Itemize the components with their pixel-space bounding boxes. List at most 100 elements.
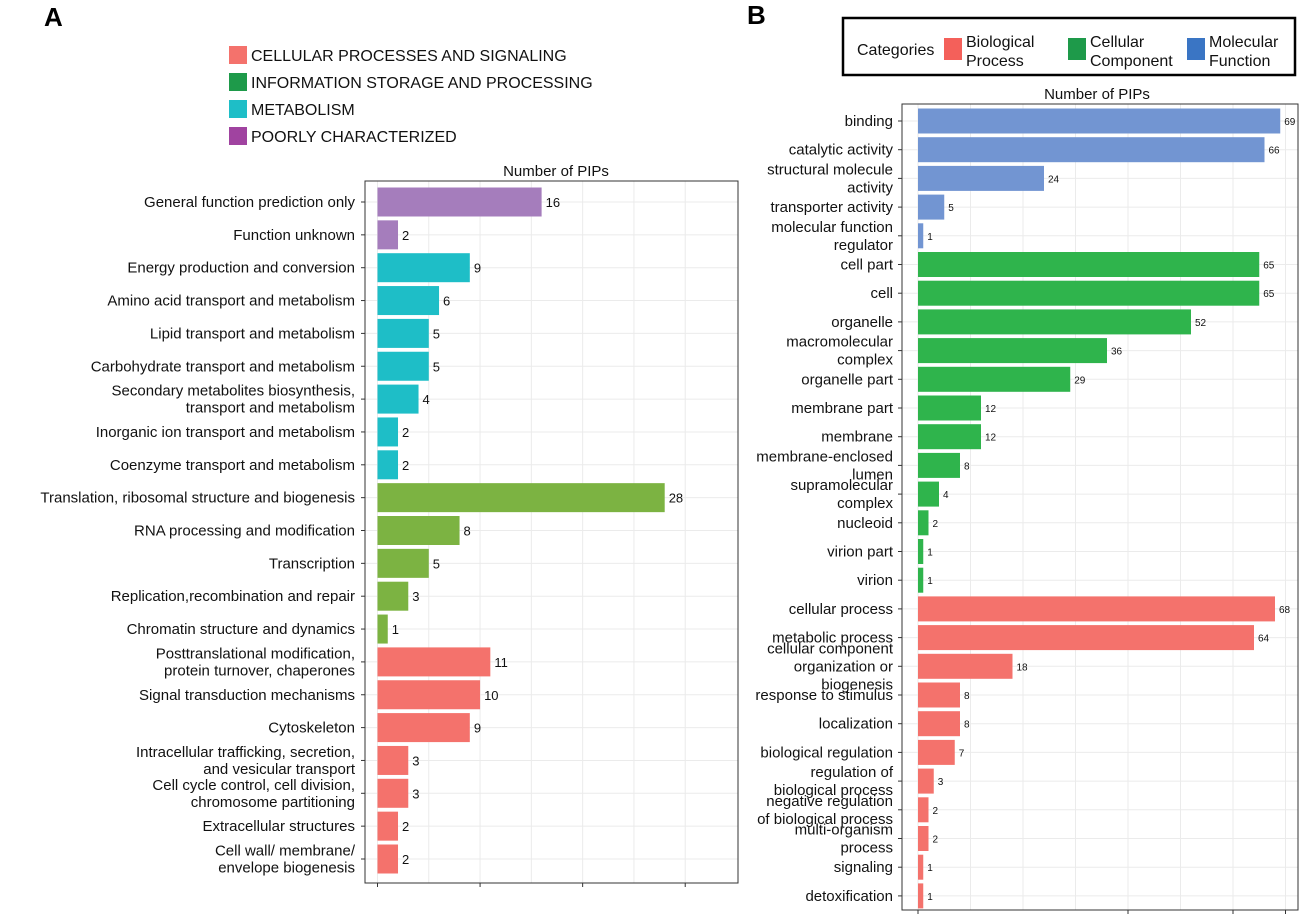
chart-a-bar-cell-cycle-control-cell-division-chromosome-partitioning xyxy=(377,778,409,808)
chart-b-label-macromolecular-complex: macromolecular complex xyxy=(786,334,893,369)
chart-b-bar-cell-part xyxy=(918,252,1260,277)
chart-b-label-signaling: signaling xyxy=(834,859,893,876)
chart-b-value-molecular-function-regulator: 1 xyxy=(927,232,933,243)
chart-b-bar-metabolic-process xyxy=(918,625,1254,651)
chart-b-bar-nucleoid xyxy=(918,510,929,536)
chart-b-label-organelle-part: organelle part xyxy=(801,371,894,388)
chart-b-bar-binding xyxy=(918,108,1281,134)
chart-a-value-intracellular-trafficking-secretion-and-vesicular-transport: 3 xyxy=(412,753,419,768)
chart-a-bar-carbohydrate-transport-and-metabolism xyxy=(377,351,429,381)
chart-b-value-signaling: 1 xyxy=(927,863,933,874)
chart-b-value-nucleoid: 2 xyxy=(933,519,939,530)
chart-b-label-cell-part: cell part xyxy=(840,257,893,274)
chart-a-bar-extracellular-structures xyxy=(377,811,399,841)
chart-b-value-binding: 69 xyxy=(1284,117,1296,128)
chart-b-label-molecular-function-regulator: molecular function regulator xyxy=(771,219,893,254)
chart-b-bar-multi-organism-process xyxy=(918,826,929,851)
chart-b-label-membrane-enclosed-lumen: membrane-enclosed lumen xyxy=(756,448,893,483)
chart-a-label-intracellular-trafficking-secretion-and-vesicular-transport: Intracellular trafficking, secretion, and… xyxy=(136,744,356,778)
chart-b-value-cell-part: 65 xyxy=(1263,261,1275,272)
chart-b-bar-macromolecular-complex xyxy=(918,338,1107,364)
chart-b-label-cellular-component-organization-or-biogenesis: cellular component organization or biogene… xyxy=(767,640,894,693)
chart-a-bar-intracellular-trafficking-secretion-and-vesicular-transport xyxy=(377,745,409,775)
chart-b-value-macromolecular-complex: 36 xyxy=(1111,347,1123,358)
chart-a-bar-lipid-transport-and-metabolism xyxy=(377,318,429,348)
chart-a-label-cytoskeleton: Cytoskeleton xyxy=(268,720,355,737)
chart-b-value-supramolecular-complex: 4 xyxy=(943,490,949,501)
chart-a-bar-general-function-prediction-only xyxy=(377,187,542,217)
chart-a-bar-cell-wall-membrane-envelope-biogenesis xyxy=(377,844,399,874)
chart-a-value-signal-transduction-mechanisms: 10 xyxy=(484,688,498,703)
chart-b-label-metabolic-process: metabolic process xyxy=(772,630,893,647)
chart-b-bar-catalytic-activity xyxy=(918,137,1265,163)
chart-b-bar-cell xyxy=(918,280,1260,306)
chart-a-value-general-function-prediction-only: 16 xyxy=(546,195,560,210)
chart-b-value-cellular-process: 68 xyxy=(1279,605,1291,616)
chart-a-bar-function-unknown xyxy=(377,220,399,250)
chart-a-label-inorganic-ion-transport-and-metabolism: Inorganic ion transport and metabolism xyxy=(96,424,355,441)
chart-a-label-energy-production-and-conversion: Energy production and conversion xyxy=(127,260,355,277)
chart-b-value-metabolic-process: 64 xyxy=(1258,634,1270,645)
chart-a-value-replication-recombination-and-repair: 3 xyxy=(412,589,419,604)
chart-a-label-lipid-transport-and-metabolism: Lipid transport and metabolism xyxy=(150,325,355,342)
legend-b-title: Categories xyxy=(857,42,934,59)
chart-b-bar-transporter-activity xyxy=(918,194,945,220)
chart-b-value-organelle-part: 29 xyxy=(1074,375,1086,386)
chart-b-label-membrane-part: membrane part xyxy=(791,400,894,417)
chart-b-bar-structural-molecule-activity xyxy=(918,165,1044,191)
legend-b-swatch-molecular-function xyxy=(1187,38,1205,60)
legend-b-swatch-biological-process xyxy=(944,38,962,60)
chart-b-bar-virion xyxy=(918,567,924,593)
panel-label-a: A xyxy=(44,2,63,32)
chart-b: Number of PIPs 6966245165655236291212842… xyxy=(755,86,1299,914)
chart-a-value-function-unknown: 2 xyxy=(402,228,409,243)
chart-a-label-amino-acid-transport-and-metabolism: Amino acid transport and metabolism xyxy=(107,293,355,310)
chart-a-bar-rna-processing-and-modification xyxy=(377,516,460,545)
chart-a-bar-secondary-metabolites-biosynthesis-transport-and-metabolism xyxy=(377,384,419,414)
chart-b-bar-cellular-process xyxy=(918,596,1275,622)
legend-a-label-information-storage-and-processing: INFORMATION STORAGE AND PROCESSING xyxy=(251,75,593,92)
chart-b-value-detoxification: 1 xyxy=(927,892,933,903)
chart-b-bar-regulation-of-biological-process xyxy=(918,768,934,794)
chart-b-value-virion: 1 xyxy=(927,576,933,587)
chart-b-value-negative-regulation-of-biological-process: 2 xyxy=(933,806,939,817)
chart-a-value-carbohydrate-transport-and-metabolism: 5 xyxy=(433,359,440,374)
chart-a-bar-posttranslational-modification-protein-turnover-chaperones xyxy=(377,647,491,677)
chart-b-label-structural-molecule-activity: structural molecule activity xyxy=(767,161,893,196)
chart-a-bar-coenzyme-transport-and-metabolism xyxy=(377,450,399,480)
chart-b-value-response-to-stimulus: 8 xyxy=(964,691,970,702)
chart-b-bar-response-to-stimulus xyxy=(918,682,960,708)
chart-b-label-organelle: organelle xyxy=(831,314,893,331)
chart-b-bar-membrane xyxy=(918,424,981,450)
chart-b-label-multi-organism-process: multi-organism process xyxy=(795,822,893,857)
chart-a-bar-chromatin-structure-and-dynamics xyxy=(377,614,388,644)
chart-b-bar-organelle xyxy=(918,309,1191,335)
chart-b-value-transporter-activity: 5 xyxy=(948,203,954,214)
chart-b-bar-cellular-component-organization-or-biogenesis xyxy=(918,653,1013,679)
chart-b-label-regulation-of-biological-process: regulation of biological process xyxy=(774,764,894,799)
chart-a-bar-energy-production-and-conversion xyxy=(377,253,470,283)
chart-a-bar-translation-ribosomal-structure-and-biogenesis xyxy=(377,483,665,513)
legend-b-label-cellular-component: Cellular Component xyxy=(1090,34,1173,70)
chart-a-value-posttranslational-modification-protein-turnover-chaperones: 11 xyxy=(494,655,508,670)
chart-a-bar-amino-acid-transport-and-metabolism xyxy=(377,286,440,316)
chart-b-bar-molecular-function-regulator xyxy=(918,223,924,249)
chart-b-category-labels: binding catalytic activity structural mole… xyxy=(755,113,893,905)
chart-a-value-transcription: 5 xyxy=(433,556,440,571)
chart-b-bar-negative-regulation-of-biological-process xyxy=(918,797,929,823)
chart-a-label-transcription: Transcription xyxy=(269,555,355,572)
chart-b-label-nucleoid: nucleoid xyxy=(837,515,893,532)
chart-a-bar-signal-transduction-mechanisms xyxy=(377,680,481,710)
chart-a-value-extracellular-structures: 2 xyxy=(402,819,409,834)
chart-b-label-negative-regulation-of-biological-process: negative regulation of biological process xyxy=(757,793,893,828)
chart-a-value-rna-processing-and-modification: 8 xyxy=(464,524,471,539)
legend-a-swatch-information-storage-and-processing xyxy=(229,73,247,91)
chart-a-label-general-function-prediction-only: General function prediction only xyxy=(144,194,355,211)
legend-a-label-metabolism: METABOLISM xyxy=(251,102,355,119)
chart-b-value-cell: 65 xyxy=(1263,289,1275,300)
chart-b-value-membrane: 12 xyxy=(985,433,997,444)
chart-a-bar-replication-recombination-and-repair xyxy=(377,581,409,611)
chart-a-label-function-unknown: Function unknown xyxy=(233,227,355,244)
chart-b-label-virion: virion xyxy=(857,572,893,589)
